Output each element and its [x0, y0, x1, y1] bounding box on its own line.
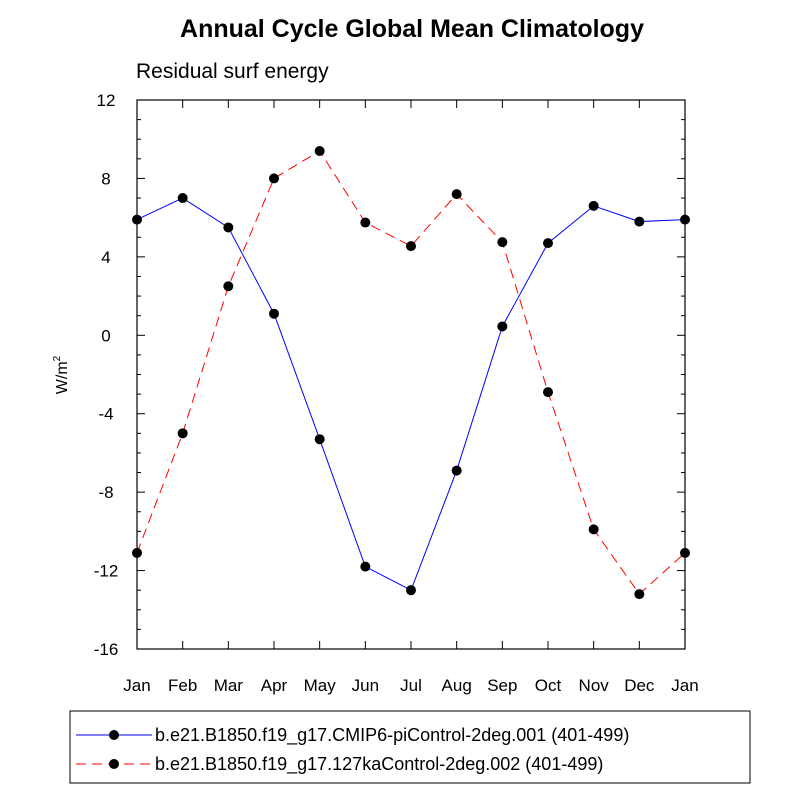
series-1-point — [497, 321, 508, 332]
y-tick-label: -12 — [94, 562, 119, 581]
x-tick-label: Dec — [624, 676, 655, 695]
legend-marker-1 — [109, 730, 119, 740]
series-1-point — [588, 200, 599, 211]
series-2-point — [177, 428, 188, 439]
chart-title: Annual Cycle Global Mean Climatology — [180, 15, 644, 43]
x-tick-label: Jun — [352, 676, 379, 695]
x-tick-label: Aug — [442, 676, 472, 695]
series-2-point — [543, 387, 553, 398]
y-tick-label: 0 — [101, 326, 110, 345]
x-tick-label: Jul — [400, 676, 422, 695]
series-1-point — [314, 434, 325, 445]
series-2-point — [588, 524, 599, 535]
y-tick-label: 12 — [97, 91, 116, 110]
series-2-point — [314, 145, 325, 156]
chart-subtitle: Residual surf energy — [136, 60, 329, 83]
legend-box — [69, 710, 751, 784]
legend-label-2: b.e21.B1850.f19_g17.127kaControl-2deg.00… — [155, 754, 603, 775]
series-line-1 — [136, 197, 686, 591]
series-2-point — [497, 237, 508, 248]
x-tick-label: Jan — [671, 676, 698, 695]
series-1-point — [634, 216, 645, 227]
series-1-point — [223, 222, 234, 233]
y-axis-label-unit: W/m — [54, 361, 71, 394]
x-tick-label: May — [304, 676, 337, 695]
series-1-point — [451, 465, 462, 476]
series-2-point — [406, 241, 416, 252]
x-tick-label: Sep — [487, 676, 517, 695]
legend-marker-2 — [109, 759, 119, 769]
series-1-point — [406, 585, 416, 596]
y-tick-label: -8 — [98, 483, 113, 502]
x-tick-label: Apr — [261, 676, 288, 695]
series-2-point — [360, 217, 371, 228]
series-1-point — [177, 193, 188, 204]
legend-label-1: b.e21.B1850.f19_g17.CMIP6-piControl-2deg… — [155, 725, 629, 746]
x-tick-label: Oct — [535, 676, 562, 695]
x-tick-label: Nov — [579, 676, 610, 695]
legend: b.e21.B1850.f19_g17.CMIP6-piControl-2deg… — [69, 710, 751, 784]
y-tick-label: 4 — [101, 248, 110, 267]
series-2-point — [269, 173, 279, 184]
series-layer — [132, 145, 690, 600]
x-tick-label: Feb — [168, 676, 197, 695]
y-axis-label: W/m2 — [52, 355, 71, 394]
series-1-point — [360, 561, 371, 572]
plot-frame — [136, 99, 686, 650]
y-tick-label: 8 — [101, 169, 110, 188]
y-axis-label-superscript: 2 — [52, 355, 63, 361]
series-1-point — [269, 308, 279, 319]
series-1-point — [543, 238, 553, 249]
series-line-2 — [136, 150, 686, 595]
x-tick-label: Mar — [214, 676, 244, 695]
series-2-point — [634, 589, 645, 600]
series-2-point — [451, 189, 462, 200]
y-tick-label: -4 — [98, 405, 113, 424]
series-2-point — [223, 281, 234, 292]
y-tick-label: -16 — [94, 640, 119, 659]
x-tick-label: Jan — [123, 676, 150, 695]
